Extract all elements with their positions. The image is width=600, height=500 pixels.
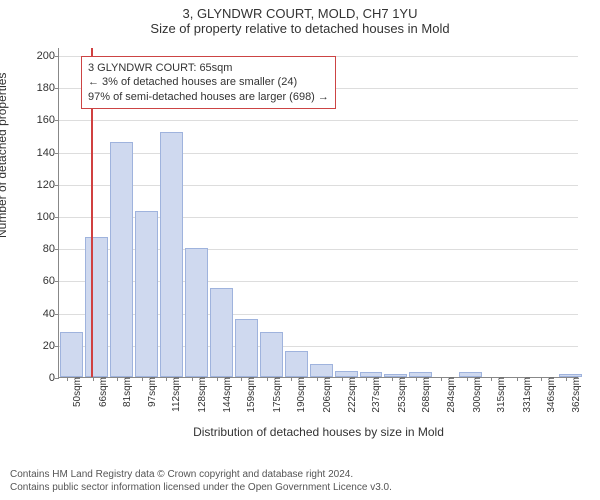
- xtick-label: 284sqm: [444, 377, 457, 413]
- annotation-line: 3 GLYNDWR COURT: 65sqm: [88, 61, 329, 75]
- xtick-mark: [342, 377, 343, 381]
- histogram-bar: [110, 142, 133, 377]
- ytick-label: 60: [43, 275, 59, 287]
- xtick-mark: [93, 377, 94, 381]
- gridline: [59, 120, 578, 121]
- xtick-mark: [267, 377, 268, 381]
- chart-supertitle: 3, GLYNDWR COURT, MOLD, CH7 1YU: [0, 0, 600, 21]
- ytick-label: 160: [37, 114, 59, 126]
- chart-title: Size of property relative to detached ho…: [0, 21, 600, 38]
- gridline: [59, 153, 578, 154]
- plot-area: Distribution of detached houses by size …: [58, 48, 578, 378]
- histogram-bar: [260, 332, 283, 377]
- ytick-label: 120: [37, 179, 59, 191]
- histogram-bar: [235, 319, 258, 377]
- footer-line: Contains HM Land Registry data © Crown c…: [10, 468, 392, 481]
- xtick-mark: [192, 377, 193, 381]
- xtick-mark: [117, 377, 118, 381]
- xtick-mark: [441, 377, 442, 381]
- histogram-bar: [285, 351, 308, 377]
- xtick-label: 50sqm: [70, 377, 83, 407]
- histogram-bar: [85, 237, 108, 377]
- histogram-bar: [135, 211, 158, 377]
- xtick-mark: [291, 377, 292, 381]
- histogram-bar: [185, 248, 208, 377]
- xtick-mark: [366, 377, 367, 381]
- xtick-mark: [566, 377, 567, 381]
- xtick-label: 112sqm: [169, 377, 182, 412]
- attribution-footer: Contains HM Land Registry data © Crown c…: [10, 468, 392, 494]
- xtick-label: 268sqm: [419, 377, 432, 413]
- ytick-label: 200: [37, 50, 59, 62]
- xtick-mark: [491, 377, 492, 381]
- annotation-line: 97% of semi-detached houses are larger (…: [88, 90, 329, 104]
- footer-line: Contains public sector information licen…: [10, 481, 392, 494]
- xtick-label: 66sqm: [96, 377, 109, 407]
- xtick-mark: [392, 377, 393, 381]
- chart-container: Number of detached properties Distributi…: [0, 38, 600, 438]
- xtick-label: 128sqm: [195, 377, 208, 413]
- xtick-mark: [517, 377, 518, 381]
- xtick-mark: [166, 377, 167, 381]
- ytick-label: 180: [37, 82, 59, 94]
- xtick-label: 206sqm: [320, 377, 333, 413]
- xtick-mark: [317, 377, 318, 381]
- xtick-mark: [217, 377, 218, 381]
- x-axis-title: Distribution of detached houses by size …: [59, 425, 578, 439]
- ytick-label: 0: [49, 372, 59, 384]
- histogram-bar: [60, 332, 83, 377]
- histogram-bar: [160, 132, 183, 377]
- xtick-mark: [241, 377, 242, 381]
- xtick-mark: [541, 377, 542, 381]
- xtick-label: 253sqm: [395, 377, 408, 413]
- xtick-label: 315sqm: [494, 377, 507, 413]
- histogram-bar: [210, 288, 233, 377]
- annotation-box: 3 GLYNDWR COURT: 65sqm ← 3% of detached …: [81, 56, 336, 109]
- ytick-label: 100: [37, 211, 59, 223]
- xtick-label: 346sqm: [544, 377, 557, 413]
- ytick-label: 20: [43, 340, 59, 352]
- xtick-label: 81sqm: [120, 377, 133, 407]
- xtick-mark: [416, 377, 417, 381]
- ytick-label: 40: [43, 308, 59, 320]
- xtick-mark: [142, 377, 143, 381]
- xtick-label: 362sqm: [569, 377, 582, 413]
- gridline: [59, 185, 578, 186]
- xtick-label: 190sqm: [294, 377, 307, 413]
- annotation-line: ← 3% of detached houses are smaller (24): [88, 75, 329, 89]
- xtick-label: 175sqm: [270, 377, 283, 413]
- xtick-label: 144sqm: [220, 377, 233, 413]
- ytick-label: 80: [43, 243, 59, 255]
- y-axis-label: Number of detached properties: [0, 73, 9, 238]
- histogram-bar: [310, 364, 333, 377]
- xtick-label: 159sqm: [244, 377, 257, 413]
- xtick-label: 97sqm: [145, 377, 158, 407]
- xtick-label: 222sqm: [345, 377, 358, 413]
- xtick-label: 237sqm: [369, 377, 382, 413]
- xtick-mark: [67, 377, 68, 381]
- xtick-label: 331sqm: [520, 377, 533, 413]
- xtick-mark: [467, 377, 468, 381]
- xtick-label: 300sqm: [470, 377, 483, 413]
- ytick-label: 140: [37, 147, 59, 159]
